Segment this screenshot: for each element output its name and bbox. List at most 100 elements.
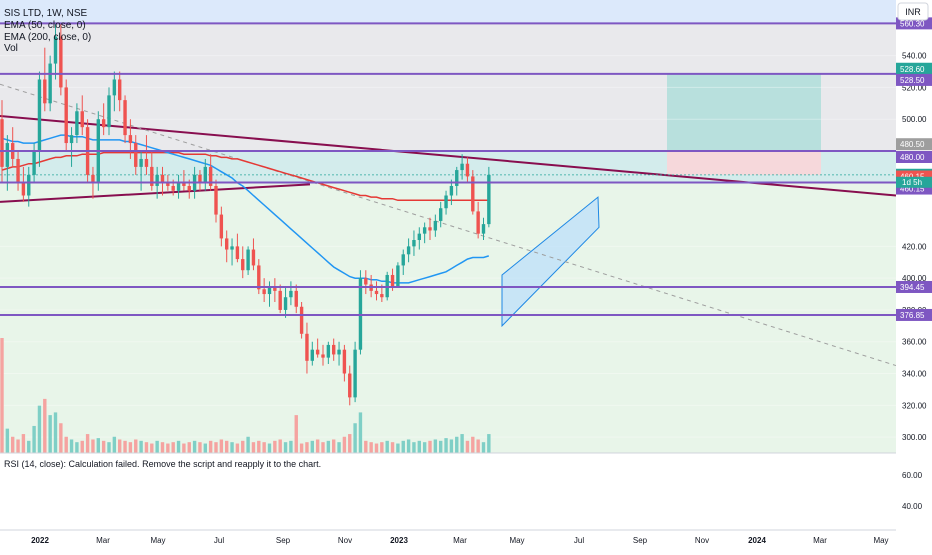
price-label-bg — [896, 308, 932, 321]
rsi-message: RSI (14, close): Calculation failed. Rem… — [4, 459, 321, 469]
candle-body — [160, 174, 165, 183]
stop-zone — [667, 151, 821, 175]
candle — [401, 249, 405, 275]
candle-body — [182, 182, 186, 186]
volume-bar — [75, 442, 79, 453]
candle-body — [449, 185, 454, 196]
candle — [198, 170, 202, 191]
volume-bar — [406, 439, 411, 453]
candle — [80, 95, 84, 136]
ema50-line — [1, 134, 490, 284]
candle-body — [241, 259, 245, 271]
candle-body — [433, 220, 438, 231]
candle — [412, 230, 416, 256]
candle — [0, 100, 4, 183]
candle-body — [187, 185, 191, 191]
candle — [289, 281, 293, 306]
candle-body — [101, 119, 106, 128]
candle-body — [439, 208, 443, 221]
candle — [43, 47, 47, 112]
candle — [16, 151, 20, 191]
volume-bar — [476, 439, 480, 453]
candle — [439, 201, 443, 228]
candle-body — [69, 135, 74, 144]
candle — [283, 286, 288, 318]
candles — [0, 23, 491, 406]
candle-body — [37, 79, 42, 151]
volume-bar — [32, 425, 36, 453]
price-axis[interactable]: 300.00320.00340.00360.00380.00400.00420.… — [896, 0, 932, 550]
candle-body — [289, 290, 293, 298]
time-tick-label: Jul — [214, 536, 224, 545]
candle-body — [32, 151, 36, 175]
candle-body — [422, 227, 427, 234]
candle-body — [465, 163, 470, 177]
candle-body — [273, 286, 277, 291]
candle — [225, 230, 229, 263]
candle — [118, 71, 122, 112]
ema-lines — [1, 134, 490, 284]
candle — [112, 71, 117, 112]
volume-bar — [390, 442, 395, 453]
price-label: 528.50 — [900, 76, 925, 85]
candle — [182, 170, 186, 191]
currency-button[interactable] — [897, 2, 929, 21]
volume-bar — [37, 405, 42, 453]
candle — [203, 158, 207, 191]
candle-body — [267, 286, 272, 295]
candle-body — [417, 233, 421, 241]
green-zone — [0, 182, 896, 453]
candle-body — [305, 333, 309, 361]
candle-body — [155, 174, 159, 186]
candle-body — [123, 100, 127, 136]
candle — [241, 246, 245, 279]
volume-bar — [171, 442, 175, 453]
volume-bar — [27, 440, 31, 453]
candle — [150, 151, 154, 191]
price-label-bg — [896, 280, 932, 293]
volume-bar — [246, 436, 250, 453]
candle — [487, 166, 491, 228]
volume-bar — [332, 439, 336, 453]
candle-body — [487, 174, 491, 225]
volume-bar — [53, 412, 58, 453]
candle-body — [53, 36, 58, 64]
candle-body — [455, 170, 459, 186]
time-tick-label: May — [150, 536, 165, 545]
candle-body — [353, 349, 357, 398]
price-tick-label: 500.00 — [902, 115, 927, 124]
volume-bar — [134, 439, 138, 453]
candle-body — [134, 143, 138, 167]
volume-bar — [150, 443, 154, 453]
time-tick-label: Mar — [813, 536, 827, 545]
volume-bar — [262, 442, 266, 453]
horizontal-levels[interactable] — [0, 22, 896, 316]
candle — [107, 87, 111, 136]
volume-bar — [208, 440, 213, 453]
candle-body — [348, 373, 352, 398]
candle — [428, 217, 432, 241]
candle — [134, 135, 138, 175]
candle-body — [294, 290, 298, 307]
candle-body — [203, 166, 207, 183]
candle-body — [326, 344, 331, 358]
volume-bar — [444, 438, 448, 453]
volume-bar — [16, 439, 20, 453]
candle — [465, 157, 470, 183]
legend-ema200: EMA (200, close, 0) — [4, 32, 91, 43]
volume-bar — [214, 442, 218, 453]
candle — [353, 341, 357, 403]
candle-body — [299, 306, 304, 334]
time-tick-label: Jul — [574, 536, 584, 545]
time-tick-label: Mar — [96, 536, 110, 545]
time-tick-label: May — [509, 536, 524, 545]
volume-bar — [422, 442, 427, 453]
candle-body — [342, 349, 347, 374]
time-axis[interactable]: 2022 Mar May Jul Sep Nov 2023 Mar May Jul Sep Nov 20… — [0, 529, 896, 550]
time-tick-label: 2023 — [390, 536, 408, 545]
candle-body — [460, 163, 464, 171]
volume-bar — [64, 436, 68, 453]
price-tick-label: 340.00 — [902, 370, 927, 379]
